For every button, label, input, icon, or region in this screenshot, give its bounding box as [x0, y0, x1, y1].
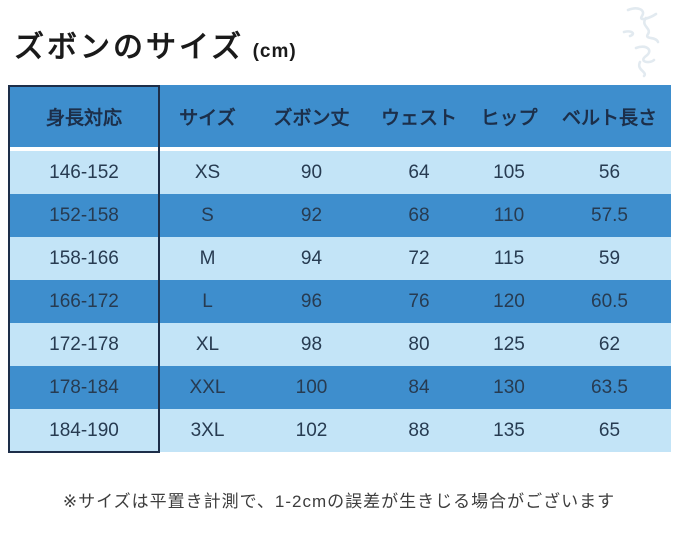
belt-length-cell: 56: [598, 161, 621, 183]
waist-cell: 72: [408, 247, 430, 269]
pants-length-cell: 90: [300, 161, 323, 183]
height-range-cell: 166-172: [49, 290, 119, 312]
size-cell: XXL: [189, 376, 226, 398]
belt-length-cell: 63.5: [591, 376, 628, 398]
header-height-range: 身長対応: [45, 107, 122, 129]
size-cell: M: [199, 247, 216, 269]
belt-length-cell: 59: [598, 247, 621, 269]
title-unit-label: (cm): [252, 41, 297, 62]
waist-cell: 88: [408, 419, 430, 441]
hip-cell: 115: [493, 247, 525, 269]
header-pants-length: ズボン丈: [273, 107, 350, 129]
hip-cell: 125: [493, 333, 525, 355]
waist-cell: 80: [408, 333, 430, 355]
header-belt-length: ベルト長さ: [561, 107, 657, 129]
size-cell: XS: [194, 161, 221, 183]
pants-length-cell: 100: [295, 376, 328, 398]
table-row-xxl: 178-184 XXL 100 84 130 63.5: [8, 366, 671, 409]
pants-length-cell: 96: [300, 290, 323, 312]
height-range-cell: 172-178: [49, 333, 119, 355]
waist-cell: 76: [408, 290, 430, 312]
table-row-xl: 172-178 XL 98 80 125 62: [8, 323, 671, 366]
belt-length-cell: 62: [598, 333, 621, 355]
header-size: サイズ: [179, 107, 236, 129]
belt-length-cell: 60.5: [591, 290, 628, 312]
height-range-cell: 158-166: [49, 247, 119, 269]
size-cell: 3XL: [190, 419, 225, 441]
table-header-row: 身長対応 サイズ ズボン丈 ウェスト ヒップ ベルト長さ: [8, 85, 671, 147]
hip-cell: 110: [493, 204, 525, 226]
pants-length-cell: 102: [295, 419, 328, 441]
calligraphy-watermark-icon: [622, 7, 660, 78]
waist-cell: 68: [408, 204, 430, 226]
pants-length-cell: 98: [300, 333, 323, 355]
height-range-cell: 146-152: [49, 161, 119, 183]
table-row-s: 152-158 S 92 68 110 57.5: [8, 194, 671, 237]
hip-cell: 105: [493, 161, 525, 183]
height-range-cell: 178-184: [49, 376, 119, 398]
height-range-cell: 184-190: [49, 419, 119, 441]
title-text: ズボンのサイズ: [14, 31, 245, 64]
header-waist: ウェスト: [380, 107, 457, 129]
size-cell: S: [201, 204, 214, 226]
header-hip: ヒップ: [480, 107, 538, 129]
hip-cell: 130: [493, 376, 525, 398]
waist-cell: 64: [408, 161, 430, 183]
hip-cell: 120: [493, 290, 525, 312]
page-title: ズボンのサイズ (cm): [14, 22, 297, 66]
table-row-xs: 146-152 XS 90 64 105 56: [8, 151, 671, 194]
pants-length-cell: 94: [300, 247, 323, 269]
size-table: 身長対応 サイズ ズボン丈 ウェスト ヒップ ベルト長さ 146-152 XS …: [8, 85, 671, 453]
belt-length-cell: 57.5: [591, 204, 628, 226]
hip-cell: 135: [493, 419, 525, 441]
table-row-l: 166-172 L 96 76 120 60.5: [8, 280, 671, 323]
waist-cell: 84: [408, 376, 430, 398]
belt-length-cell: 65: [598, 419, 621, 441]
height-range-cell: 152-158: [49, 204, 119, 226]
pants-length-cell: 92: [300, 204, 323, 226]
size-cell: XL: [195, 333, 220, 355]
measurement-note: ※サイズは平置き計測で、1-2cmの誤差が生きじる場合がございます: [62, 492, 616, 511]
size-cell: L: [202, 290, 213, 312]
table-row-m: 158-166 M 94 72 115 59: [8, 237, 671, 280]
table-body: 146-152 XS 90 64 105 56 152-158 S 92 68 …: [8, 151, 671, 452]
table-row-3xl: 184-190 3XL 102 88 135 65: [8, 409, 671, 452]
